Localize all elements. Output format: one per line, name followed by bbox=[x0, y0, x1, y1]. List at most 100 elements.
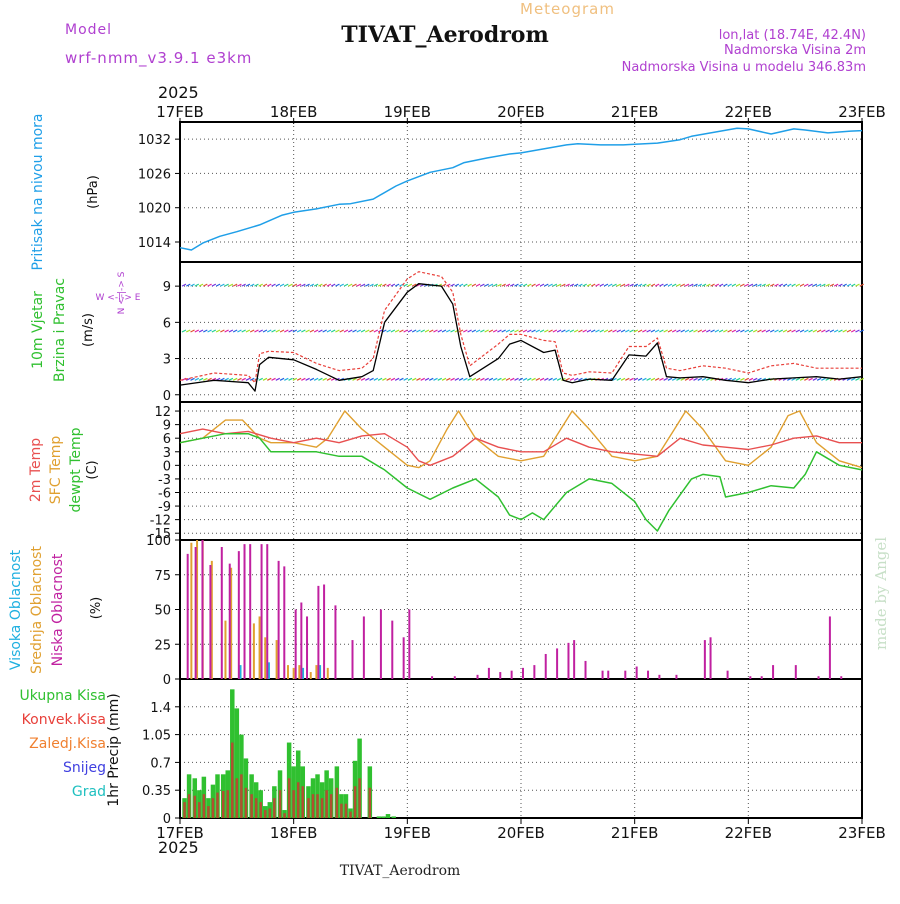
wind-barb bbox=[232, 329, 238, 333]
pressure-line bbox=[179, 127, 863, 251]
wind-barb bbox=[821, 329, 826, 333]
wind-barb bbox=[399, 377, 404, 381]
wind-barb bbox=[774, 329, 779, 333]
wind-barb bbox=[842, 329, 847, 333]
wind-barb bbox=[194, 283, 200, 287]
wind-barb bbox=[671, 377, 677, 381]
precip-conv-bar bbox=[329, 794, 333, 818]
wind-barb bbox=[816, 283, 822, 287]
wind-barb bbox=[654, 329, 660, 333]
precip-conv-bar bbox=[207, 806, 210, 818]
precip-conv-bar bbox=[231, 742, 234, 818]
wind-barb bbox=[829, 329, 835, 333]
wind-barb bbox=[671, 329, 677, 333]
y-tick-label: 1.05 bbox=[142, 729, 171, 744]
wind-barb bbox=[663, 329, 668, 333]
wind-barb bbox=[207, 283, 212, 287]
wind-barb bbox=[203, 329, 208, 333]
wind-barb bbox=[390, 283, 396, 287]
wind-barb bbox=[343, 283, 349, 287]
wind-barb bbox=[394, 377, 400, 381]
wind-barb bbox=[305, 283, 310, 287]
wind-barb bbox=[399, 329, 404, 333]
wind-barb bbox=[467, 377, 472, 381]
wind-barb bbox=[522, 283, 528, 287]
wind-barb bbox=[343, 329, 349, 333]
wind-barb bbox=[799, 329, 805, 333]
wind-barb bbox=[586, 329, 592, 333]
wind-barb bbox=[727, 329, 732, 333]
wind-barb bbox=[855, 377, 860, 381]
wind-barb bbox=[518, 377, 524, 381]
wind-barb bbox=[522, 377, 528, 381]
precip-conv-bar bbox=[193, 795, 197, 818]
wind-barb bbox=[565, 329, 570, 333]
wind-title-label-line1: 10m Vjetar bbox=[30, 291, 46, 369]
wind-barb bbox=[194, 329, 200, 333]
wind-barb bbox=[245, 377, 251, 381]
wind-barb bbox=[812, 329, 818, 333]
wind-barb bbox=[548, 377, 553, 381]
wind-barb bbox=[301, 283, 306, 287]
precip-conv-bar bbox=[353, 786, 357, 818]
wind-barb bbox=[318, 283, 323, 287]
y-tick-label: -12 bbox=[150, 514, 171, 529]
wind-barb bbox=[220, 329, 225, 333]
y-tick-label: -9 bbox=[158, 500, 171, 515]
precip-conv-bar bbox=[307, 798, 310, 818]
wind-barb bbox=[262, 329, 268, 333]
wind-barb bbox=[185, 329, 191, 333]
wind-barb bbox=[855, 329, 860, 333]
wind-barb bbox=[497, 283, 502, 287]
wind-barb bbox=[616, 283, 622, 287]
wind-barb bbox=[548, 283, 553, 287]
wind-barb bbox=[411, 377, 417, 381]
wind-barb bbox=[373, 283, 379, 287]
wind-barb bbox=[407, 377, 413, 381]
model-name: wrf-nmm_v3.9.1 e3km bbox=[65, 49, 252, 68]
wind-barb bbox=[467, 283, 472, 287]
wind-barb bbox=[279, 283, 285, 287]
wind-barb bbox=[330, 283, 336, 287]
wind-barb bbox=[612, 329, 617, 333]
wind-barb bbox=[833, 329, 839, 333]
wind-barb bbox=[373, 329, 379, 333]
wind-barb bbox=[701, 377, 707, 381]
y-tick-label: 1026 bbox=[138, 167, 171, 182]
y-tick-label: 6 bbox=[163, 432, 171, 447]
wind-barb bbox=[450, 329, 455, 333]
wind-barb bbox=[535, 377, 541, 381]
wind-barb bbox=[757, 329, 762, 333]
wind-barb bbox=[646, 283, 651, 287]
x-tick-label-bottom: 17FEB bbox=[156, 824, 203, 842]
wind-barb bbox=[833, 283, 839, 287]
wind-barb bbox=[663, 377, 668, 381]
precip-conv-bar bbox=[259, 802, 262, 818]
temp-label: SFC Temp bbox=[48, 436, 64, 505]
wind-barb bbox=[492, 329, 498, 333]
y-tick-label: 0 bbox=[163, 459, 171, 474]
model-label: Model bbox=[65, 22, 112, 38]
wind-barb bbox=[249, 377, 255, 381]
wind-barb bbox=[271, 283, 276, 287]
wind-barb bbox=[211, 283, 217, 287]
wind-barb bbox=[424, 329, 430, 333]
wind-barb bbox=[266, 329, 272, 333]
wind-barb bbox=[714, 329, 720, 333]
wind-barb bbox=[556, 283, 562, 287]
wind-barb bbox=[245, 283, 251, 287]
wind-barb bbox=[480, 377, 485, 381]
wind-barb bbox=[744, 329, 749, 333]
wind-barb bbox=[411, 283, 417, 287]
wind-barb bbox=[394, 283, 400, 287]
wind-barb bbox=[706, 283, 711, 287]
wind-barb bbox=[420, 377, 425, 381]
wind-barb bbox=[808, 377, 813, 381]
wind-barb bbox=[595, 329, 600, 333]
precip-conv-bar bbox=[320, 798, 324, 818]
y-tick-label: 12 bbox=[154, 405, 171, 420]
wind-barb bbox=[544, 377, 549, 381]
wind-barb bbox=[633, 283, 639, 287]
y-tick-label: 1.4 bbox=[150, 701, 171, 716]
wind-barb bbox=[642, 329, 647, 333]
